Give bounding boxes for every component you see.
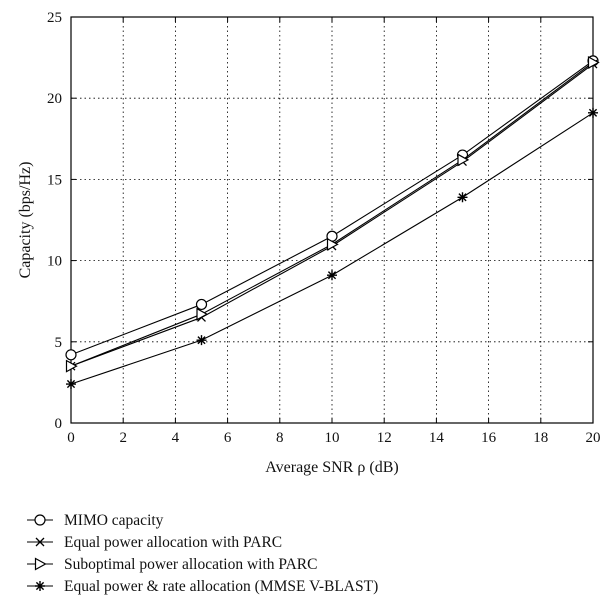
- legend-item: Equal power allocation with PARC: [27, 534, 282, 551]
- triangle-right-marker: [326, 237, 339, 251]
- legend-label: Suboptimal power allocation with PARC: [64, 556, 317, 573]
- x-tick-label: 6: [224, 430, 232, 446]
- x-tick-label: 4: [172, 430, 180, 446]
- y-tick-label: 5: [55, 335, 63, 351]
- grid-layer: [71, 17, 593, 423]
- circle-marker: [34, 514, 46, 526]
- legend-label: MIMO capacity: [64, 512, 164, 529]
- x-tick-label: 20: [586, 430, 601, 446]
- y-tick-label: 0: [55, 416, 63, 432]
- triangle-right-marker: [34, 557, 47, 571]
- triangle-right-marker: [196, 307, 209, 321]
- legend-label: Equal power allocation with PARC: [64, 534, 282, 551]
- x-tick-label: 14: [429, 430, 445, 446]
- x-tick-label: 12: [377, 430, 392, 446]
- y-tick-label: 15: [47, 172, 62, 188]
- x-tick-label: 18: [533, 430, 548, 446]
- triangle-right-marker: [457, 153, 470, 167]
- x-tick-label: 8: [276, 430, 284, 446]
- x-tick-label: 10: [325, 430, 340, 446]
- x-axis-label: Average SNR ρ (dB): [265, 459, 398, 476]
- data-series: [65, 55, 600, 390]
- legend: MIMO capacity Equal power allocation with…: [27, 512, 378, 595]
- y-tick-label: 10: [47, 254, 62, 270]
- axis-ticks: 0 2 4 6 8 10 12 14 16 18 20 0 5 10 15 20 25: [47, 10, 601, 446]
- series-3: [66, 107, 598, 390]
- asterisk-marker: [35, 581, 45, 591]
- series-2: [65, 55, 600, 373]
- x-tick-label: 16: [481, 430, 497, 446]
- legend-item: MIMO capacity: [27, 512, 164, 529]
- asterisk-marker: [66, 379, 76, 390]
- circle-marker: [195, 298, 208, 311]
- y-tick-label: 20: [47, 91, 62, 107]
- asterisk-marker: [327, 270, 337, 281]
- triangle-right-marker: [587, 55, 600, 69]
- y-axis-label: Capacity (bps/Hz): [17, 162, 34, 279]
- x-tick-label: 2: [119, 430, 127, 446]
- asterisk-marker: [196, 335, 207, 346]
- legend-label: Equal power & rate allocation (MMSE V-BL…: [64, 578, 378, 595]
- legend-item: Equal power & rate allocation (MMSE V-BL…: [27, 578, 378, 595]
- x-marker: [35, 537, 45, 547]
- triangle-right-marker: [65, 359, 78, 373]
- asterisk-marker: [588, 107, 598, 118]
- y-tick-label: 25: [47, 10, 62, 26]
- legend-item: Suboptimal power allocation with PARC: [27, 556, 317, 573]
- circle-marker: [65, 349, 77, 361]
- asterisk-marker: [457, 192, 468, 203]
- x-tick-label: 0: [67, 430, 75, 446]
